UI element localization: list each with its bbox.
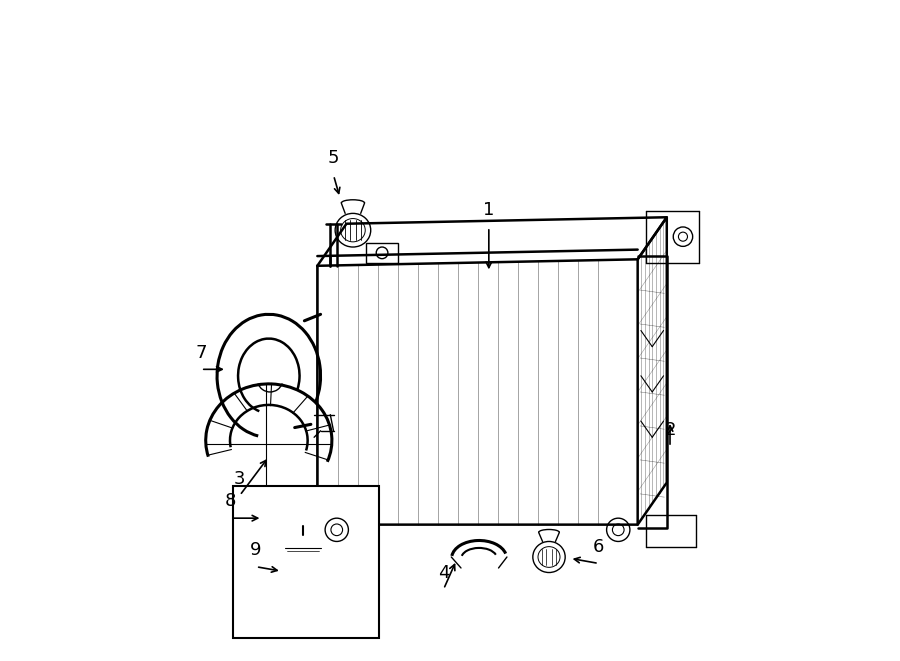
Text: 6: 6: [593, 537, 605, 556]
Text: 9: 9: [250, 541, 262, 559]
Text: 8: 8: [224, 492, 236, 510]
Bar: [233, 486, 379, 638]
Text: 5: 5: [328, 149, 339, 167]
Text: 7: 7: [195, 344, 207, 362]
Text: 1: 1: [483, 201, 494, 219]
Text: 3: 3: [234, 470, 246, 488]
Bar: [366, 243, 398, 262]
Text: 2: 2: [664, 421, 676, 439]
Text: 4: 4: [437, 564, 449, 582]
